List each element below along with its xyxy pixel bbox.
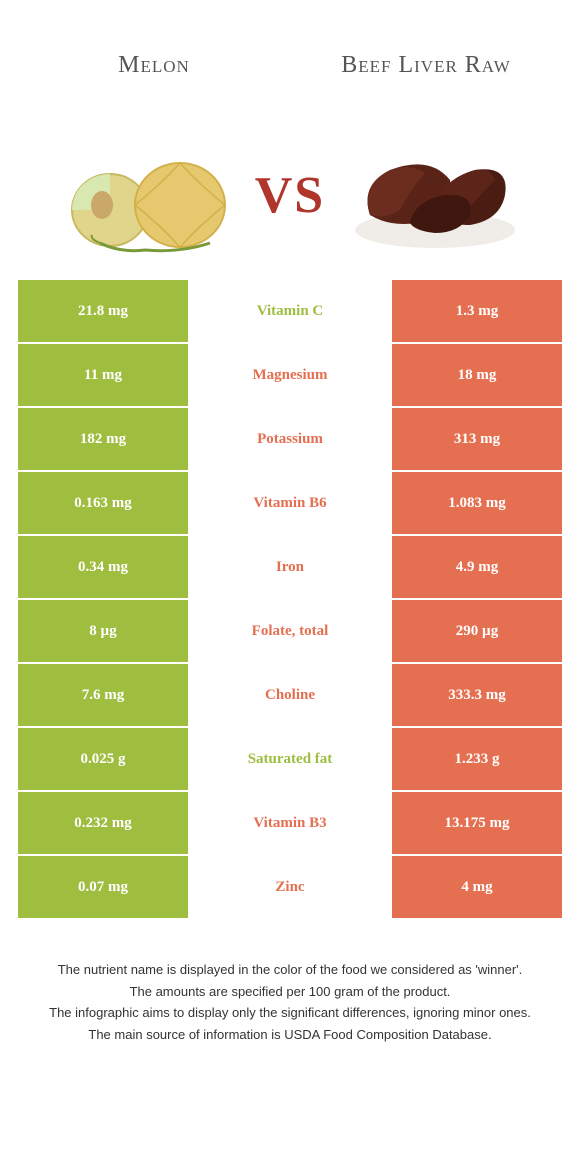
footer-line: The infographic aims to display only the… — [38, 1003, 542, 1023]
image-row: VS — [18, 110, 562, 280]
nutrient-name: Choline — [188, 664, 392, 726]
nutrient-name: Vitamin B3 — [188, 792, 392, 854]
right-value: 290 µg — [392, 600, 562, 662]
nutrient-name: Folate, total — [188, 600, 392, 662]
nutrient-name: Vitamin B6 — [188, 472, 392, 534]
footer-line: The main source of information is USDA F… — [38, 1025, 542, 1045]
nutrient-table: 21.8 mgVitamin C1.3 mg11 mgMagnesium18 m… — [18, 280, 562, 920]
melon-image — [45, 130, 245, 260]
right-value: 333.3 mg — [392, 664, 562, 726]
right-value: 4.9 mg — [392, 536, 562, 598]
left-value: 21.8 mg — [18, 280, 188, 342]
footer-notes: The nutrient name is displayed in the co… — [18, 960, 562, 1044]
nutrient-name: Zinc — [188, 856, 392, 918]
left-food-title: Melon — [18, 20, 290, 110]
right-value: 1.3 mg — [392, 280, 562, 342]
left-value: 0.232 mg — [18, 792, 188, 854]
right-value: 1.083 mg — [392, 472, 562, 534]
right-food-title: Beef Liver Raw — [290, 20, 562, 110]
right-value: 313 mg — [392, 408, 562, 470]
left-value: 8 µg — [18, 600, 188, 662]
header-row: Melon Beef Liver Raw — [18, 20, 562, 110]
left-value: 11 mg — [18, 344, 188, 406]
table-row: 21.8 mgVitamin C1.3 mg — [18, 280, 562, 344]
left-value: 7.6 mg — [18, 664, 188, 726]
vs-label: VS — [255, 166, 325, 225]
footer-line: The amounts are specified per 100 gram o… — [38, 982, 542, 1002]
right-value: 13.175 mg — [392, 792, 562, 854]
left-value: 0.34 mg — [18, 536, 188, 598]
table-row: 0.232 mgVitamin B313.175 mg — [18, 792, 562, 856]
table-row: 0.07 mgZinc4 mg — [18, 856, 562, 920]
nutrient-name: Magnesium — [188, 344, 392, 406]
table-row: 0.163 mgVitamin B61.083 mg — [18, 472, 562, 536]
table-row: 7.6 mgCholine333.3 mg — [18, 664, 562, 728]
right-value: 1.233 g — [392, 728, 562, 790]
nutrient-name: Potassium — [188, 408, 392, 470]
footer-line: The nutrient name is displayed in the co… — [38, 960, 542, 980]
left-value: 0.163 mg — [18, 472, 188, 534]
left-value: 182 mg — [18, 408, 188, 470]
nutrient-name: Saturated fat — [188, 728, 392, 790]
table-row: 0.025 gSaturated fat1.233 g — [18, 728, 562, 792]
table-row: 8 µgFolate, total290 µg — [18, 600, 562, 664]
table-row: 11 mgMagnesium18 mg — [18, 344, 562, 408]
table-row: 182 mgPotassium313 mg — [18, 408, 562, 472]
right-value: 18 mg — [392, 344, 562, 406]
left-value: 0.07 mg — [18, 856, 188, 918]
nutrient-name: Vitamin C — [188, 280, 392, 342]
left-value: 0.025 g — [18, 728, 188, 790]
right-value: 4 mg — [392, 856, 562, 918]
table-row: 0.34 mgIron4.9 mg — [18, 536, 562, 600]
liver-image — [335, 130, 535, 260]
nutrient-name: Iron — [188, 536, 392, 598]
